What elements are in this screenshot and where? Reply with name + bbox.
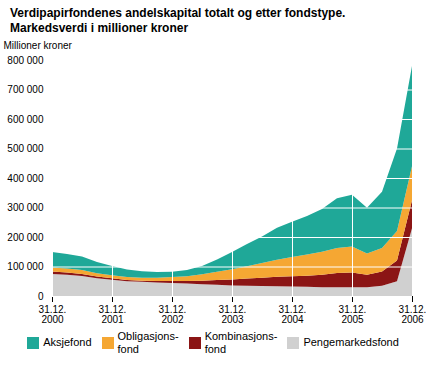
html-text:Obligasjons- fond: Obligasjons- fond xyxy=(117,330,179,355)
svg-text:100 000: 100 000 xyxy=(7,261,44,272)
svg-text:600 000: 600 000 xyxy=(7,114,44,125)
html-text:Kombinasjons- fond: Kombinasjons- fond xyxy=(204,330,278,355)
svg-text:300 000: 300 000 xyxy=(7,202,44,213)
svg-text:400 000: 400 000 xyxy=(7,173,44,184)
svg-text:Millioner kroner: Millioner kroner xyxy=(4,40,73,51)
svg-text:31.12.2005: 31.12.2005 xyxy=(339,304,367,325)
svg-text:500 000: 500 000 xyxy=(7,143,44,154)
svg-text:31.12.2002: 31.12.2002 xyxy=(159,304,187,325)
svg-text:31.12.2006: 31.12.2006 xyxy=(399,304,426,325)
html-text:Pengemarkedsfond: Pengemarkedsfond xyxy=(303,336,399,349)
html-text:Aksjefond: Aksjefond xyxy=(43,336,92,349)
svg-text:800 000: 800 000 xyxy=(7,55,44,66)
html-text:Verdipapirfondenes andelskapit: Verdipapirfondenes andelskapital totalt … xyxy=(10,6,346,35)
svg-text:200 000: 200 000 xyxy=(7,232,44,243)
svg-text:31.12.2004: 31.12.2004 xyxy=(279,304,307,325)
svg-text:0: 0 xyxy=(38,291,44,302)
svg-text:31.12.2000: 31.12.2000 xyxy=(39,304,67,325)
svg-text:31.12.2003: 31.12.2003 xyxy=(219,304,247,325)
svg-text:700 000: 700 000 xyxy=(7,84,44,95)
svg-text:31.12.2001: 31.12.2001 xyxy=(99,304,127,325)
